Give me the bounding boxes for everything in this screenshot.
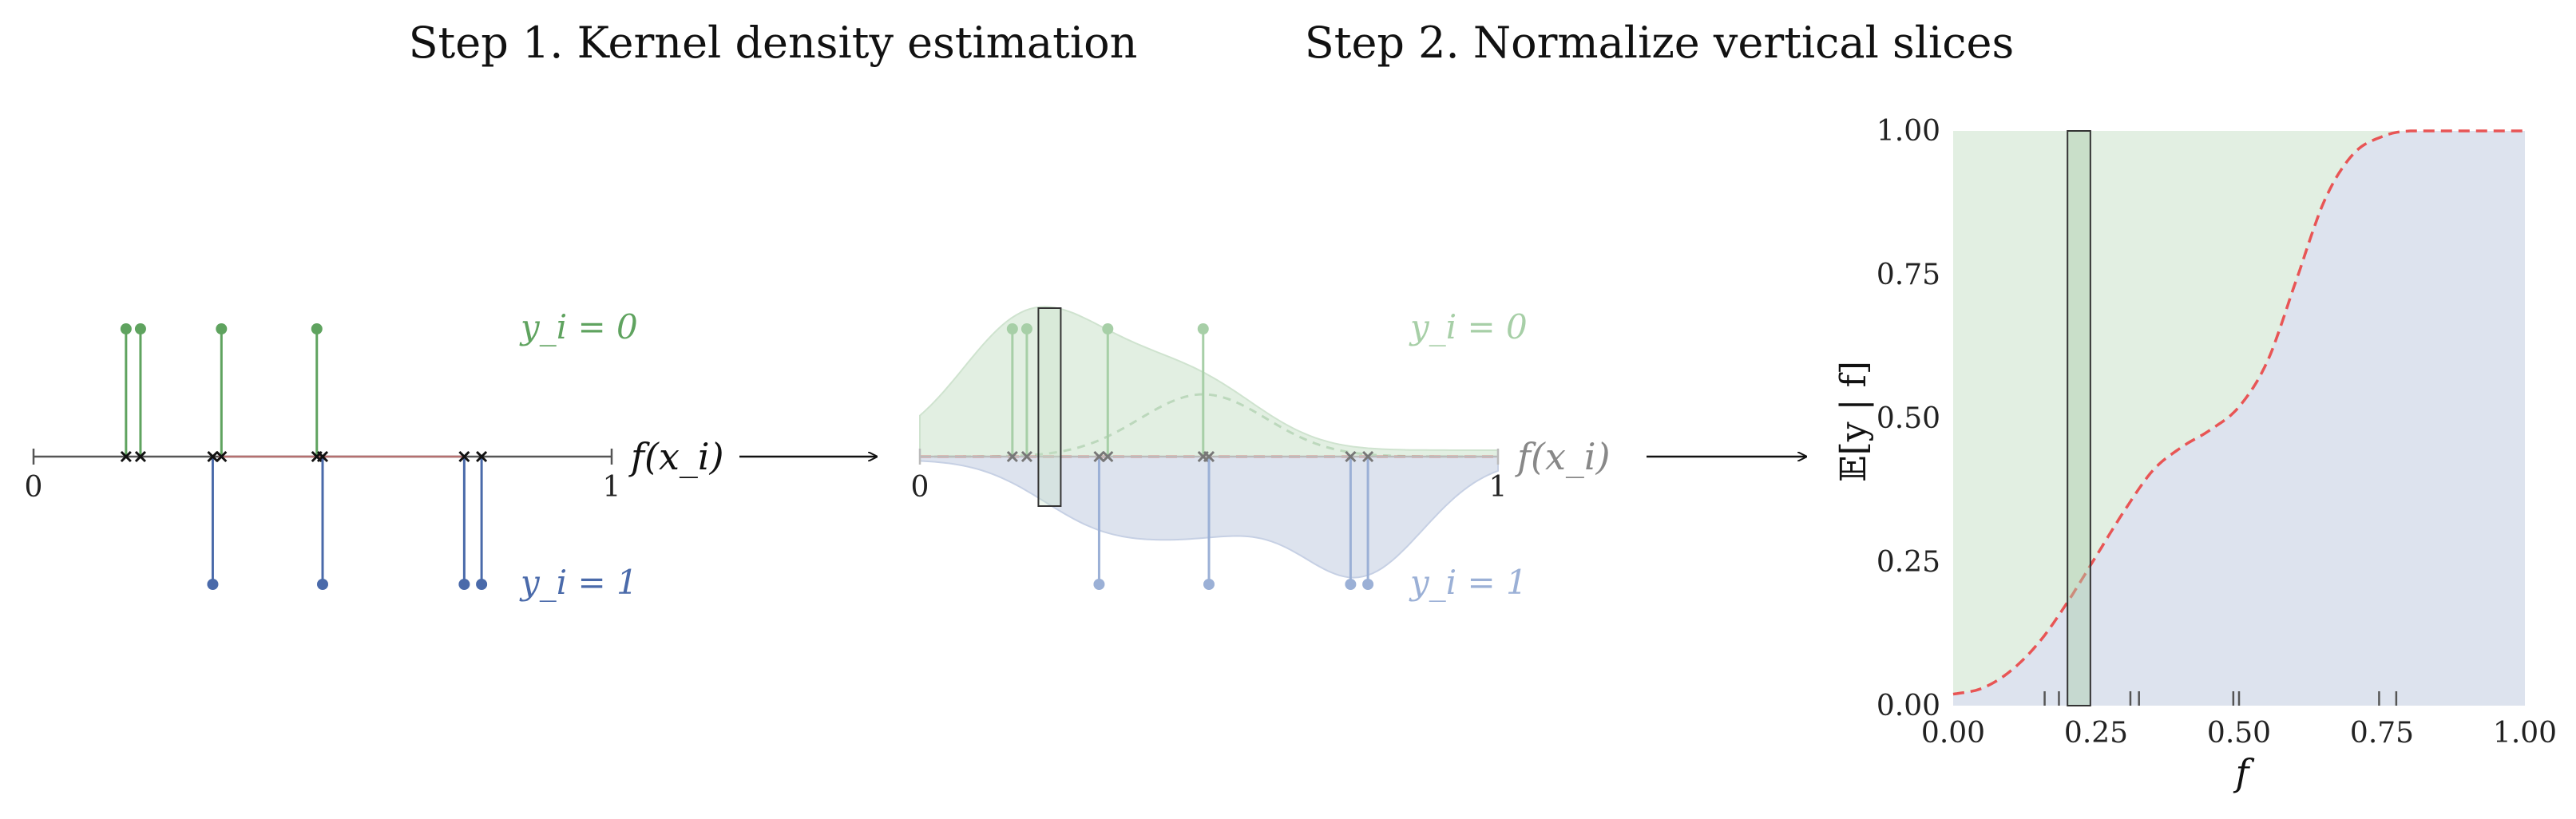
x-tick-label-1: 0.25 <box>2064 717 2128 750</box>
cross-y1-1 <box>1203 450 1215 463</box>
cross-y0-0 <box>120 450 132 463</box>
panel1-axis-start: 0 <box>25 471 43 504</box>
point-y1-3 <box>476 579 488 590</box>
y-tick-label-1: 0.25 <box>1877 546 1940 579</box>
point-y1-0 <box>207 579 219 590</box>
cross-y1-1 <box>316 450 329 463</box>
cross-y1-3 <box>476 450 488 463</box>
x-tick-label-3: 0.75 <box>2350 717 2414 750</box>
point-y0-1 <box>134 323 146 334</box>
x-tick-label-2: 0.50 <box>2207 717 2271 750</box>
x-tick-label-0: 0.00 <box>1921 717 1985 750</box>
point-y1-3 <box>1362 579 1374 590</box>
cross-y1-2 <box>458 450 470 463</box>
panel2-label-y0: y_i = 0 <box>1409 307 1528 346</box>
expectation-curve <box>1952 129 2525 696</box>
point-y0-3 <box>1197 323 1209 334</box>
point-y0-0 <box>1006 323 1018 334</box>
point-y0-2 <box>216 323 228 334</box>
slice-window <box>2067 130 2091 706</box>
panel1-label-y1: y_i = 1 <box>519 563 638 602</box>
panel1-axis-end: 1 <box>603 471 621 504</box>
panel1-axis-label: f(x_i) <box>628 435 724 478</box>
region-y1 <box>1953 131 2525 706</box>
y-tick-label-2: 0.50 <box>1877 402 1940 435</box>
cross-y1-0 <box>207 450 219 463</box>
panel2-axis-end: 1 <box>1489 471 1508 504</box>
kde-density-y0 <box>919 306 1499 457</box>
point-y1-0 <box>1093 579 1105 590</box>
conditional-expectation-chart: 0.00 0.25 0.50 0.75 1.00 0.00 0.25 0.50 0.75 1.00 <box>1877 115 2557 750</box>
y-tick-label-3: 0.75 <box>1877 259 1940 291</box>
slice-window <box>1037 307 1062 507</box>
y-tick-label-4: 1.00 <box>1877 115 1940 148</box>
panel1-label-y0: y_i = 0 <box>519 307 638 346</box>
panel2-kde-diagram <box>918 306 1500 590</box>
step1-title: Step 1. Kernel density estimation <box>409 18 1138 68</box>
cross-y0-2 <box>1102 450 1114 463</box>
x-tick-label-4: 1.00 <box>2493 717 2557 750</box>
y-tick-label-0: 0.00 <box>1877 690 1940 722</box>
point-y1-1 <box>1203 579 1215 590</box>
cross-y0-2 <box>216 450 228 463</box>
point-y0-3 <box>311 323 323 334</box>
cross-y0-1 <box>134 450 147 463</box>
point-y1-2 <box>1345 579 1357 590</box>
step2-title: Step 2. Normalize vertical slices <box>1305 18 2014 68</box>
cross-y0-0 <box>1006 450 1018 463</box>
panel2-axis-label: f(x_i) <box>1515 435 1611 478</box>
panel1-rug-diagram <box>32 323 613 590</box>
cross-y1-2 <box>1345 450 1357 463</box>
point-y1-1 <box>317 579 328 590</box>
point-y0-2 <box>1102 323 1114 334</box>
point-y1-2 <box>458 579 470 590</box>
point-y0-1 <box>1020 323 1032 334</box>
chart-x-label: f <box>2233 751 2254 794</box>
cross-y0-1 <box>1020 450 1033 463</box>
cross-y1-3 <box>1362 450 1374 463</box>
panel2-axis-start: 0 <box>911 471 929 504</box>
chart-y-label: 𝔼[y | f] <box>1833 361 1874 482</box>
point-y0-0 <box>120 323 132 334</box>
cross-y1-0 <box>1093 450 1105 463</box>
panel2-label-y1: y_i = 1 <box>1409 563 1528 602</box>
